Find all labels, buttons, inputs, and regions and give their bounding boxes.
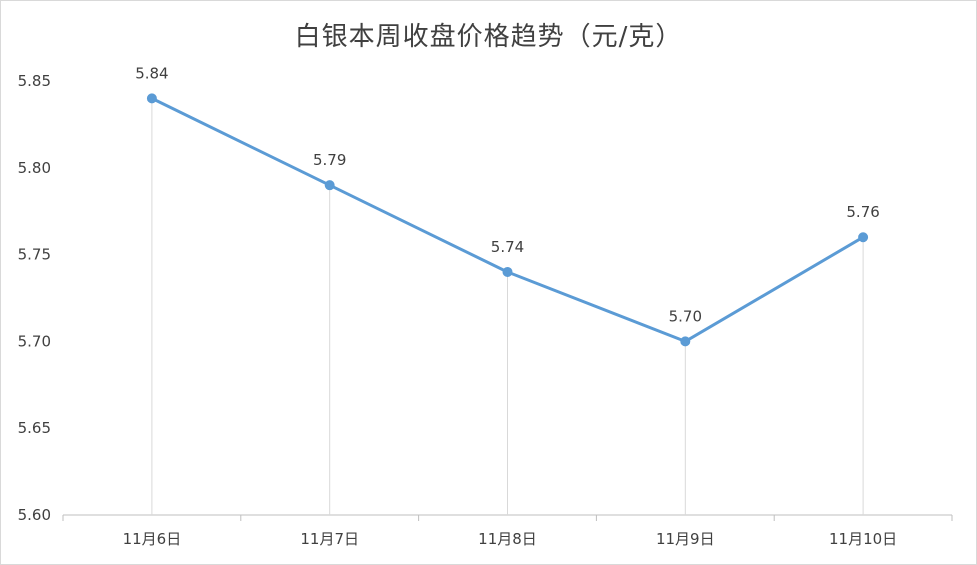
data-label: 5.79 xyxy=(313,151,346,169)
y-tick-label: 5.65 xyxy=(18,419,51,437)
y-tick-label: 5.80 xyxy=(18,159,51,177)
y-tick-label: 5.85 xyxy=(18,72,51,90)
x-tick-label: 11月6日 xyxy=(123,530,182,548)
chart-title: 白银本周收盘价格趋势（元/克） xyxy=(294,22,683,52)
y-tick-label: 5.70 xyxy=(18,332,51,350)
data-label: 5.84 xyxy=(135,64,168,82)
x-tick-label: 11月10日 xyxy=(829,530,897,548)
x-tick-label: 11月7日 xyxy=(300,530,359,548)
data-point xyxy=(146,93,157,104)
data-point xyxy=(858,232,869,243)
data-point xyxy=(502,266,513,277)
data-point xyxy=(680,336,691,347)
data-label: 5.76 xyxy=(846,203,879,221)
data-label: 5.74 xyxy=(491,238,524,256)
data-label: 5.70 xyxy=(669,307,702,325)
data-point xyxy=(324,180,335,191)
y-tick-label: 5.60 xyxy=(18,506,51,524)
y-tick-label: 5.75 xyxy=(18,246,51,264)
x-tick-label: 11月9日 xyxy=(656,530,715,548)
x-tick-label: 11月8日 xyxy=(478,530,537,548)
